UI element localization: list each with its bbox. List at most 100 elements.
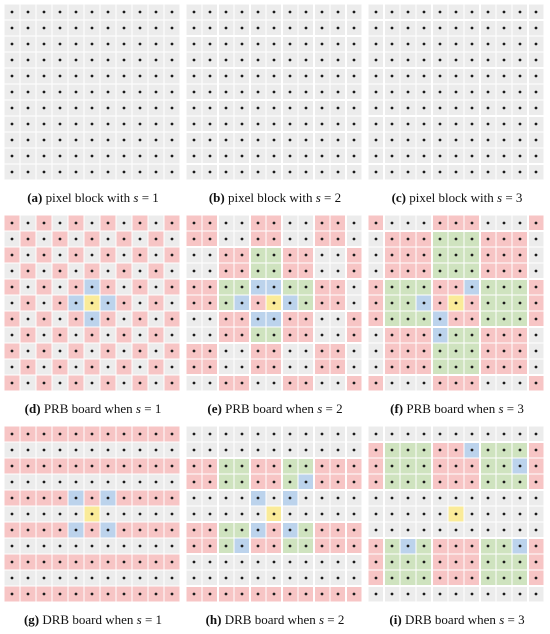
pixel-dot bbox=[170, 496, 174, 500]
pixel-dot bbox=[486, 365, 490, 369]
pixel-dot bbox=[256, 138, 260, 142]
pixel-dot bbox=[10, 26, 14, 30]
pixel-dot bbox=[502, 106, 506, 110]
pixel-dot bbox=[406, 544, 410, 548]
pixel-dot bbox=[320, 26, 324, 30]
pixel-dot bbox=[502, 381, 506, 385]
pixel-dot bbox=[138, 301, 142, 305]
pixel-dot bbox=[256, 90, 260, 94]
pixel-dot bbox=[486, 237, 490, 241]
pixel-dot bbox=[74, 26, 78, 30]
pixel-dot bbox=[470, 170, 474, 174]
pixel-dot bbox=[272, 90, 276, 94]
block-gap-v bbox=[313, 4, 315, 180]
pixel-dot bbox=[406, 10, 410, 14]
pixel-dot bbox=[208, 365, 212, 369]
pixel-dot bbox=[42, 90, 46, 94]
pixel-dot bbox=[272, 381, 276, 385]
pixel-dot bbox=[422, 154, 426, 158]
pixel-dot bbox=[288, 42, 292, 46]
pixel-dot bbox=[288, 269, 292, 273]
pixel-dot bbox=[320, 237, 324, 241]
pixel-dot bbox=[224, 26, 228, 30]
pixel-dot bbox=[192, 349, 196, 353]
pixel-dot bbox=[170, 269, 174, 273]
pixel-dot bbox=[374, 381, 378, 385]
pixel-dot bbox=[454, 269, 458, 273]
pixel-dot bbox=[438, 253, 442, 257]
pixel-dot bbox=[336, 512, 340, 516]
pixel-dot bbox=[26, 90, 30, 94]
pixel-dot bbox=[256, 301, 260, 305]
pixel-dot bbox=[422, 253, 426, 257]
board-g bbox=[4, 426, 180, 602]
pixel-dot bbox=[106, 285, 110, 289]
pixel-dot bbox=[90, 170, 94, 174]
pixel-dot bbox=[352, 560, 356, 564]
pixel-dot bbox=[224, 381, 228, 385]
pixel-dot bbox=[486, 122, 490, 126]
pixel-dot bbox=[122, 592, 126, 596]
pixel-dot bbox=[320, 42, 324, 46]
pixel-dot bbox=[534, 464, 538, 468]
pixel-dot bbox=[422, 106, 426, 110]
caption-f: (f) PRB board when s = 3 bbox=[390, 401, 524, 416]
pixel-dot bbox=[486, 544, 490, 548]
pixel-dot bbox=[224, 560, 228, 564]
pixel-dot bbox=[74, 528, 78, 532]
block-gap-v bbox=[527, 426, 529, 602]
block-gap-v bbox=[527, 215, 529, 391]
pixel-dot bbox=[10, 221, 14, 225]
pixel-dot bbox=[240, 26, 244, 30]
pixel-dot bbox=[454, 448, 458, 452]
pixel-dot bbox=[192, 42, 196, 46]
pixel-dot bbox=[192, 480, 196, 484]
pixel-dot bbox=[422, 333, 426, 337]
pixel-dot bbox=[438, 58, 442, 62]
pixel-dot bbox=[106, 576, 110, 580]
block-gap-v bbox=[281, 215, 283, 391]
pixel-dot bbox=[502, 285, 506, 289]
pixel-dot bbox=[208, 592, 212, 596]
pixel-dot bbox=[406, 496, 410, 500]
pixel-dot bbox=[422, 448, 426, 452]
block-gap-h bbox=[368, 230, 544, 232]
pixel-dot bbox=[240, 544, 244, 548]
pixel-dot bbox=[42, 576, 46, 580]
pixel-dot bbox=[138, 512, 142, 516]
pixel-dot bbox=[10, 592, 14, 596]
block-gap-v bbox=[313, 215, 315, 391]
pixel-dot bbox=[406, 237, 410, 241]
block-gap-v bbox=[281, 426, 283, 602]
pixel-dot bbox=[352, 576, 356, 580]
pixel-dot bbox=[224, 221, 228, 225]
pixel-dot bbox=[534, 480, 538, 484]
pixel-dot bbox=[42, 496, 46, 500]
pixel-dot bbox=[438, 512, 442, 516]
pixel-dot bbox=[352, 301, 356, 305]
pixel-dot bbox=[90, 544, 94, 548]
pixel-dot bbox=[154, 58, 158, 62]
pixel-dot bbox=[352, 448, 356, 452]
pixel-dot bbox=[256, 170, 260, 174]
pixel-dot bbox=[304, 138, 308, 142]
pixel-dot bbox=[256, 365, 260, 369]
pixel-dot bbox=[320, 448, 324, 452]
pixel-dot bbox=[422, 381, 426, 385]
pixel-dot bbox=[406, 576, 410, 580]
pixel-dot bbox=[422, 221, 426, 225]
pixel-dot bbox=[502, 544, 506, 548]
pixel-dot bbox=[304, 237, 308, 241]
pixel-dot bbox=[272, 512, 276, 516]
pixel-dot bbox=[470, 269, 474, 273]
pixel-dot bbox=[208, 528, 212, 532]
pixel-dot bbox=[470, 317, 474, 321]
pixel-dot bbox=[272, 170, 276, 174]
pixel-dot bbox=[454, 544, 458, 548]
block-gap-v bbox=[217, 4, 219, 180]
pixel-dot bbox=[42, 269, 46, 273]
pixel-dot bbox=[58, 496, 62, 500]
pixel-dot bbox=[518, 448, 522, 452]
pixel-dot bbox=[138, 365, 142, 369]
pixel-dot bbox=[288, 106, 292, 110]
